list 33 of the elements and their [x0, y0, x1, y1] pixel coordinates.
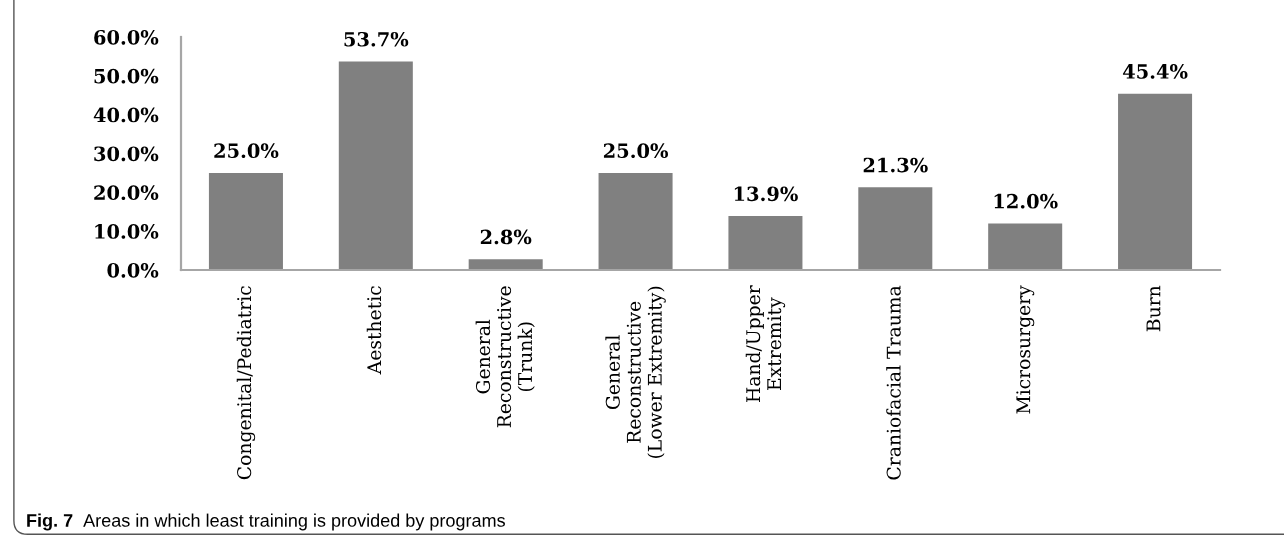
bar: [338, 61, 413, 270]
bar: [598, 172, 673, 270]
data-label: 45.4%: [1122, 64, 1188, 79]
bar: [208, 172, 283, 270]
y-tick-label: 40.0%: [93, 107, 159, 123]
y-tick-label: 60.0%: [94, 29, 159, 45]
data-label: 2.8%: [480, 229, 532, 245]
x-tick-label: General Reconstructive (Lower Extremity): [605, 286, 666, 458]
x-tick-label: Congenital/Pediatric: [236, 286, 256, 480]
y-tick-label: 20.0%: [94, 185, 159, 200]
y-tick-label: 50.0%: [94, 68, 159, 84]
x-tick-label: Craniofacial Trauma: [886, 285, 901, 480]
y-tick-label: 10.0%: [95, 224, 159, 239]
data-label: 25.0%: [214, 143, 279, 159]
data-label: 12.0%: [994, 193, 1058, 209]
x-tick-label: Aesthetic: [366, 286, 382, 375]
x-tick-label: Burn: [1146, 285, 1161, 332]
text: Areas in which least training is provided by programs: [83, 513, 505, 531]
x-tick-label: Microsurgery: [1016, 285, 1035, 414]
x-tick-label: Hand/Upper Extremity: [745, 285, 786, 403]
bar: [728, 216, 803, 270]
data-label: 13.9%: [734, 186, 798, 202]
x-tick-label: General Reconstructive (Trunk): [475, 286, 535, 428]
bar: [988, 223, 1063, 270]
bar: [858, 187, 933, 270]
data-label: 53.7%: [344, 31, 409, 47]
y-tick-label: 30.0%: [94, 146, 159, 162]
bar: [468, 259, 543, 270]
caption: Fig. 7: [27, 513, 73, 531]
y-tick-label: 0.0%: [107, 262, 159, 278]
data-label: 25.0%: [603, 143, 669, 159]
bar: [1118, 93, 1193, 270]
data-label: 21.3%: [863, 157, 928, 173]
